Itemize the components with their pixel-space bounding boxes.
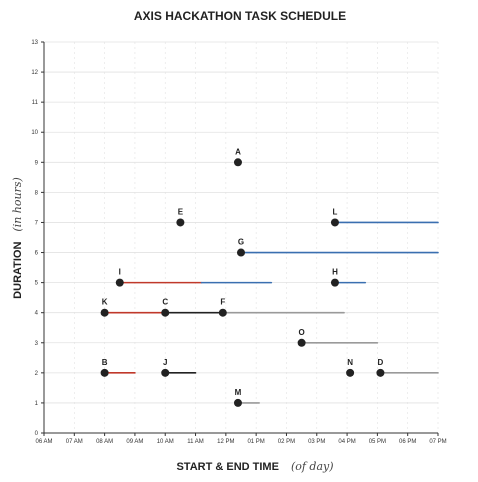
task-label-d: D <box>378 358 384 367</box>
task-label-f: F <box>220 298 225 307</box>
x-tick-label: 07 AM <box>66 439 83 445</box>
y-tick-label: 11 <box>32 100 39 106</box>
y-tick-label: 0 <box>35 431 39 437</box>
series-lines <box>103 221 439 404</box>
y-axis-note: (in hours) <box>11 177 24 231</box>
x-tick-label: 06 PM <box>399 439 416 445</box>
grid-layer <box>44 41 439 433</box>
task-label-j: J <box>163 358 167 367</box>
task-label-c: C <box>162 298 168 307</box>
y-tick-label: 13 <box>31 40 38 46</box>
task-point-e <box>176 218 185 227</box>
task-label-i: I <box>119 268 121 277</box>
x-tick-label: 08 AM <box>96 439 113 445</box>
y-tick-label: 2 <box>35 371 39 377</box>
task-point-c <box>161 308 170 317</box>
y-tick-label: 12 <box>31 70 38 76</box>
task-point-i <box>115 278 124 287</box>
task-point-a <box>233 158 242 167</box>
y-tick-label: 4 <box>35 311 39 317</box>
task-label-l: L <box>333 207 338 216</box>
x-tick-label: 03 PM <box>308 439 325 445</box>
task-point-m <box>233 398 242 407</box>
x-tick-label: 04 PM <box>338 439 355 445</box>
task-label-o: O <box>298 328 304 337</box>
x-tick-label: 02 PM <box>278 439 295 445</box>
task-label-b: B <box>102 358 108 367</box>
y-axis-label: DURATION <box>12 242 24 299</box>
x-tick-label: 12 PM <box>217 439 234 445</box>
y-tick-label: 1 <box>35 401 39 407</box>
x-tick-label: 11 AM <box>187 439 204 445</box>
y-tick-label: 9 <box>35 160 39 166</box>
task-point-k <box>100 308 109 317</box>
x-ticks: 06 AM 07 AM 08 AM 09 AM 10 AM 11 AM 12 PM 01 PM… <box>35 433 447 445</box>
task-point-f <box>218 308 227 317</box>
y-tick-label: 6 <box>35 251 39 257</box>
task-point-b <box>100 368 109 377</box>
y-tick-label: 7 <box>35 220 39 226</box>
task-point-l <box>330 218 339 227</box>
x-tick-label: 05 PM <box>369 439 386 445</box>
task-label-h: H <box>332 268 338 277</box>
task-label-n: N <box>347 358 353 367</box>
task-label-g: G <box>238 238 244 247</box>
task-point-j <box>161 368 170 377</box>
task-label-a: A <box>235 147 241 156</box>
task-label-e: E <box>178 207 184 216</box>
task-point-d <box>376 368 385 377</box>
x-tick-label: 09 AM <box>126 439 143 445</box>
y-tick-label: 5 <box>35 281 39 287</box>
svg-text:DURATION (in hours): DURATION (in hours) <box>8 177 25 299</box>
x-axis-label: START & END TIME <box>176 461 278 473</box>
y-axis-title: DURATION (in hours) <box>8 177 25 299</box>
task-point-g <box>237 248 245 257</box>
task-point-o <box>297 338 306 347</box>
y-tick-label: 3 <box>35 341 39 347</box>
y-tick-label: 8 <box>35 190 39 196</box>
x-tick-label: 06 AM <box>35 439 52 445</box>
x-tick-label: 07 PM <box>429 439 446 445</box>
task-points: A B C D E F G H I J K L M N O <box>100 147 385 407</box>
x-tick-label: 10 AM <box>157 439 174 445</box>
task-point-h <box>330 278 339 287</box>
task-label-k: K <box>102 298 108 307</box>
x-tick-label: 01 PM <box>247 439 264 445</box>
task-label-m: M <box>235 388 242 397</box>
chart-title: AXIS HACKATHON TASK SCHEDULE <box>134 9 346 23</box>
y-tick-label: 10 <box>31 130 38 136</box>
x-axis-title: START & END TIME (of day) <box>176 457 333 474</box>
task-point-n <box>346 368 355 377</box>
x-axis-note: (of day) <box>291 460 334 473</box>
